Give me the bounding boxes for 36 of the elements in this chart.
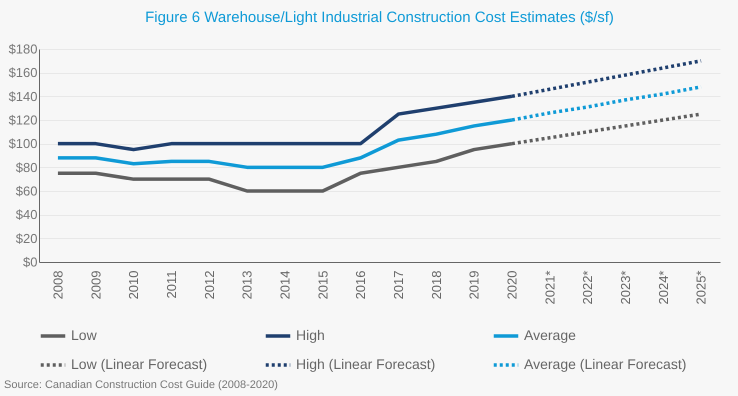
y-tick-label: $100 [8, 136, 38, 152]
x-tick-label: 2009 [88, 270, 104, 300]
source-note: Source: Canadian Construction Cost Guide (2008-2020) [3, 378, 279, 392]
x-tick-label: 2008 [50, 270, 66, 300]
x-tick-label: 2014 [277, 270, 292, 300]
legend-label: High [296, 327, 325, 343]
y-tick-label: $20 [16, 230, 38, 246]
x-tick-label: 2017 [390, 270, 406, 300]
legend-label: Average (Linear Forecast) [524, 356, 686, 372]
y-tick-label: $180 [8, 42, 38, 56]
x-tick-label: 2020 [504, 270, 520, 300]
x-tick-label: 2012 [202, 270, 217, 300]
x-tick-label: 2015 [315, 270, 330, 300]
legend-label: High (Linear Forecast) [296, 356, 436, 372]
y-tick-label: $0 [23, 254, 38, 270]
legend-label: Low (Linear Forecast) [71, 356, 208, 372]
x-tick-label: 2021* [542, 270, 558, 304]
chart-title: Figure 6 Warehouse/Light Industrial Construction Cost Estimates ($/sf) [145, 9, 614, 26]
legend-label: Low [71, 327, 98, 343]
legend-label: Average [524, 327, 576, 343]
x-tick-label: 2016 [353, 270, 368, 300]
x-tick-label: 2022* [580, 270, 596, 304]
y-tick-label: $160 [8, 65, 38, 80]
x-tick-label: 2019 [466, 270, 482, 300]
y-tick-label: $80 [16, 160, 38, 175]
y-tick-label: $40 [16, 207, 38, 222]
y-tick-label: $120 [8, 112, 38, 128]
x-tick-label: 2025* [694, 270, 709, 304]
y-tick-label: $140 [8, 88, 38, 104]
x-tick-label: 2018 [428, 270, 444, 300]
y-tick-label: $60 [16, 184, 38, 198]
x-tick-label: 2024* [656, 270, 671, 304]
x-tick-label: 2023* [618, 270, 633, 304]
x-tick-label: 2011 [164, 270, 179, 298]
x-tick-label: 2013 [240, 270, 255, 300]
x-tick-label: 2010 [126, 270, 142, 300]
